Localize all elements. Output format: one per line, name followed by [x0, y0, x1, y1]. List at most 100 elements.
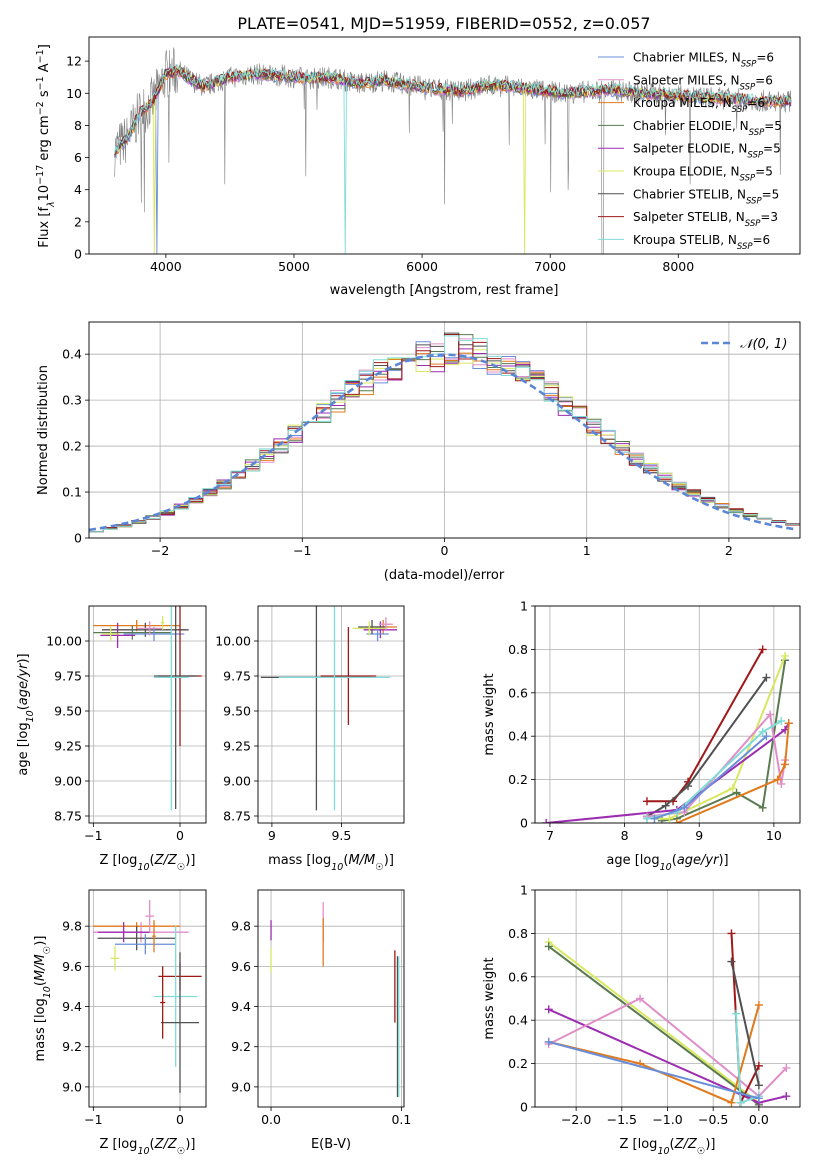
legend-label-tail: =6	[755, 73, 773, 87]
y-tick-label: 10	[66, 86, 82, 101]
label-part: λ	[46, 201, 57, 208]
x-tick-label: 5000	[278, 259, 310, 274]
x-axis-label: E(B-V)	[311, 1137, 351, 1152]
y-tick-label: 0.4	[508, 729, 528, 744]
label-part: mass [log	[33, 998, 48, 1061]
series-line	[548, 997, 788, 1098]
legend-label-main: Salpeter ELODIE, N	[633, 142, 747, 156]
series-marker	[758, 727, 767, 736]
series-marker	[754, 1081, 763, 1090]
legend-label-tail: =6	[747, 96, 765, 110]
label-part: Z [log	[620, 1137, 658, 1152]
plot-area	[542, 645, 793, 823]
x-axis-label: Z [log10(Z/Z☉)]	[620, 1137, 716, 1157]
axes-frame	[257, 605, 405, 824]
legend-label: Salpeter STELIB, NSSP=3	[633, 210, 778, 229]
label-part: (	[672, 853, 677, 868]
y-tick-label: 0.8	[508, 642, 528, 657]
series-line	[548, 945, 760, 1106]
y-tick-label: 8.75	[223, 809, 251, 824]
plot-area	[114, 47, 792, 254]
y-tick-label: 2	[74, 214, 82, 229]
series-marker	[544, 1037, 553, 1046]
legend-label: Chabrier ELODIE, NSSP=5	[633, 119, 782, 138]
y-tick-label: 9.6	[231, 959, 251, 974]
label-part: )]	[705, 1137, 715, 1152]
label-part: (	[670, 1137, 675, 1152]
y-tick-label: 9.2	[62, 1039, 82, 1054]
plot-area	[544, 929, 791, 1107]
series-marker	[758, 645, 767, 654]
x-tick-label: 6000	[406, 259, 438, 274]
y-tick-label: 4	[74, 182, 82, 197]
y-tick-label: 0.2	[62, 439, 82, 454]
plot-area	[260, 606, 398, 811]
label-part: Z/Z	[154, 853, 178, 868]
legend-label-tail: =5	[762, 187, 780, 201]
y-tick-label: 9.8	[231, 919, 251, 934]
x-tick-label: 0	[176, 1112, 184, 1127]
y-tick-label: 0	[520, 816, 528, 831]
label-part: )]	[384, 853, 394, 868]
y-tick-label: 9.00	[223, 774, 251, 789]
y-tick-label: 0	[74, 247, 82, 262]
y-tick-label: 9.00	[54, 774, 82, 789]
series-marker	[672, 819, 681, 823]
y-tick-label: 12	[66, 54, 82, 69]
plot-weight_vs_Z: −2.0 −1.5 −1.0 −0.5 0.0 0 0.2 0.4 0.6 0.8 1 Z [log1…	[482, 883, 801, 1157]
label-part: 10	[137, 862, 149, 873]
y-tick-label: 0.2	[508, 1056, 528, 1071]
label-part: −2	[35, 101, 46, 115]
y-tick-label: 9.75	[54, 669, 82, 684]
x-tick-label: 0	[176, 828, 184, 843]
legend-label-main: Salpeter MILES, N	[633, 73, 740, 87]
x-tick-label: 0.0	[261, 1112, 281, 1127]
x-tick-label: −1.0	[652, 1112, 682, 1127]
y-axis-label: mass weight	[482, 673, 497, 755]
legend-label-tail: =3	[760, 210, 778, 224]
x-tick-label: −2.0	[561, 1112, 591, 1127]
label-part: ☉	[177, 862, 186, 873]
label-part: −1	[35, 49, 46, 63]
label-part: )]	[185, 853, 195, 868]
legend-label: Salpeter MILES, NSSP=6	[633, 73, 773, 92]
model-spectrum-line	[114, 64, 792, 254]
legend-label-sub: SSP	[740, 174, 756, 184]
series-marker	[777, 717, 786, 726]
series-marker	[754, 1061, 763, 1070]
label-part: 10	[331, 862, 343, 873]
y-axis-label: Normed distribution	[36, 365, 51, 495]
legend-label-sub: SSP	[741, 60, 757, 70]
label-part: ☉	[697, 1146, 706, 1157]
y-tick-label: 9.4	[62, 999, 82, 1014]
series-marker	[544, 942, 553, 951]
legend-label-tail: =6	[753, 233, 771, 247]
series-marker	[642, 797, 651, 806]
legend-label-main: Salpeter STELIB, N	[633, 210, 745, 224]
label-part: ☉	[42, 946, 53, 955]
x-tick-label: 0.0	[749, 1112, 769, 1127]
y-tick-label: 0.8	[508, 926, 528, 941]
label-part: (	[343, 853, 348, 868]
y-tick-label: 9.0	[62, 1079, 82, 1094]
label-part: M/M	[33, 954, 48, 981]
label-part: )]	[185, 1137, 195, 1152]
series-line	[661, 660, 787, 822]
series-marker	[544, 1005, 553, 1014]
x-tick-label: 0	[441, 543, 449, 558]
x-axis-label: Z [log10(Z/Z☉)]	[100, 853, 196, 873]
y-tick-label: 9.25	[54, 739, 82, 754]
label-part: age [log	[16, 722, 31, 775]
series-marker	[732, 1009, 741, 1018]
label-part: mass [log	[268, 853, 331, 868]
x-tick-label: 0.1	[391, 1112, 411, 1127]
series-line	[548, 1040, 760, 1100]
x-tick-label: 10	[766, 828, 782, 843]
label-part: ]	[37, 44, 52, 49]
series-line	[676, 723, 790, 823]
x-axis-label: age [log10(age/yr)]	[606, 853, 728, 873]
y-tick-label: 0.1	[62, 485, 82, 500]
y-tick-label: 9.50	[223, 704, 251, 719]
